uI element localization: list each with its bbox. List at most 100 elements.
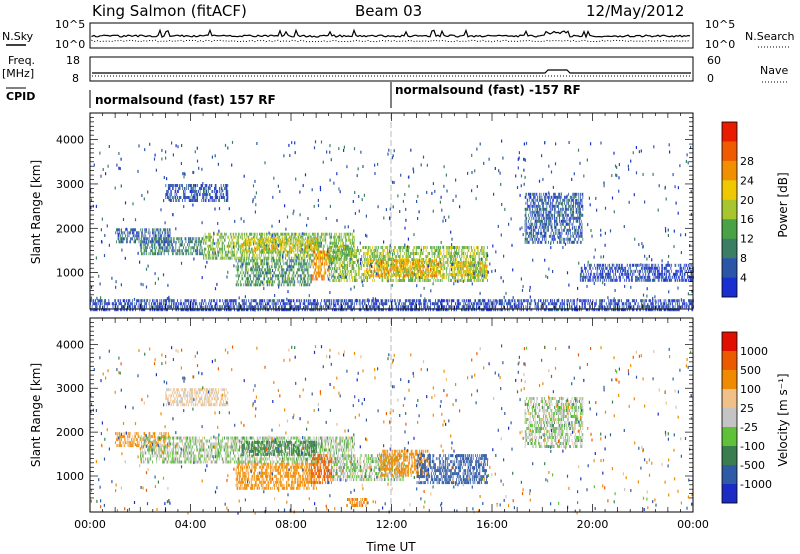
echo-cell — [420, 265, 421, 269]
echo-cell — [404, 279, 405, 282]
echo-cell — [301, 246, 302, 250]
echo-cell — [551, 207, 553, 211]
echo-cell — [472, 270, 474, 273]
echo-cell — [471, 267, 472, 271]
echo-cell — [266, 268, 268, 272]
echo-cell — [250, 232, 251, 236]
echo-cell — [267, 280, 269, 284]
echo-cell — [267, 265, 269, 269]
echo-cell — [246, 280, 248, 284]
echo-cell — [327, 250, 329, 254]
echo-cell — [568, 213, 570, 217]
echo-cell — [344, 276, 346, 279]
echo-cell — [245, 232, 247, 236]
echo-cell — [396, 255, 398, 258]
echo-cell — [373, 268, 375, 272]
echo-cell — [386, 246, 388, 249]
echo-cell — [329, 232, 331, 236]
echo-cell — [443, 261, 445, 264]
echo-cell — [451, 255, 452, 258]
echo-cell — [349, 258, 351, 261]
echo-cell — [478, 258, 480, 261]
echo-cell — [332, 255, 334, 258]
echo-cell — [246, 232, 248, 236]
echo-cell — [392, 267, 394, 270]
echo-cell — [555, 219, 557, 223]
echo-cell — [460, 273, 462, 277]
echo-cell — [570, 222, 572, 226]
echo-cell — [287, 274, 289, 278]
echo-cell — [181, 249, 183, 253]
echo-cell — [145, 237, 147, 241]
echo-cell — [278, 249, 280, 253]
echo-cell — [373, 249, 374, 252]
echo-cell — [162, 240, 164, 244]
echo-cell — [166, 246, 168, 250]
echo-cell — [524, 225, 526, 229]
echo-cell — [540, 228, 542, 232]
echo-cell — [286, 280, 287, 284]
echo-cell — [296, 280, 298, 284]
echo-cell — [410, 274, 412, 278]
echo-cell — [201, 199, 203, 202]
echo-cell — [227, 199, 229, 202]
echo-cell — [537, 213, 539, 217]
echo-cell — [263, 256, 265, 260]
echo-cell — [427, 276, 429, 279]
echo-cell — [384, 265, 385, 269]
echo-cell — [414, 264, 415, 267]
echo-cell — [306, 265, 308, 269]
echo-cell — [144, 240, 146, 244]
echo-cell — [573, 192, 575, 196]
echo-cell — [612, 278, 614, 282]
echo-cell — [346, 253, 348, 257]
echo-cell — [551, 228, 553, 232]
echo-cell — [530, 228, 532, 232]
echo-cell — [188, 237, 190, 241]
echo-cell — [190, 196, 192, 199]
echo-cell — [418, 270, 420, 273]
echo-cell — [394, 259, 396, 263]
echo-cell — [551, 204, 553, 208]
echo-cell — [148, 252, 150, 256]
echo-cell — [176, 252, 178, 256]
echo-cell — [248, 268, 250, 272]
echo-cell — [557, 213, 559, 217]
echo-cell — [437, 255, 439, 258]
echo-cell — [402, 271, 404, 275]
echo-cell — [287, 277, 289, 281]
echo-cell — [461, 267, 463, 271]
echo-cell — [254, 274, 256, 278]
echo-cell — [228, 241, 230, 245]
echo-cell — [452, 273, 454, 277]
echo-cell — [219, 232, 221, 236]
echo-cell — [202, 196, 204, 199]
echo-cell — [311, 274, 313, 278]
echo-cell — [627, 275, 629, 279]
echo-cell — [306, 283, 308, 287]
echo-cell — [288, 237, 290, 241]
echo-cell — [321, 235, 322, 239]
echo-cell — [203, 241, 204, 245]
echo-cell — [636, 266, 637, 270]
echo-cell — [554, 207, 555, 211]
echo-cell — [307, 280, 309, 284]
echo-cell — [568, 207, 570, 211]
echo-cell — [485, 258, 487, 261]
echo-cell — [208, 238, 209, 242]
echo-cell — [568, 198, 570, 202]
echo-cell — [615, 278, 616, 282]
echo-cell — [337, 253, 339, 257]
echo-cell — [293, 262, 295, 266]
echo-cell — [369, 259, 371, 263]
echo-cell — [544, 225, 546, 229]
echo-cell — [157, 228, 158, 232]
echo-cell — [155, 231, 157, 235]
echo-cell — [241, 268, 243, 272]
echo-cell — [320, 244, 322, 248]
echo-cell — [311, 277, 313, 281]
echo-cell — [219, 238, 221, 242]
echo-cell — [350, 261, 352, 264]
echo-cell — [291, 259, 293, 263]
echo-cell — [370, 255, 372, 258]
